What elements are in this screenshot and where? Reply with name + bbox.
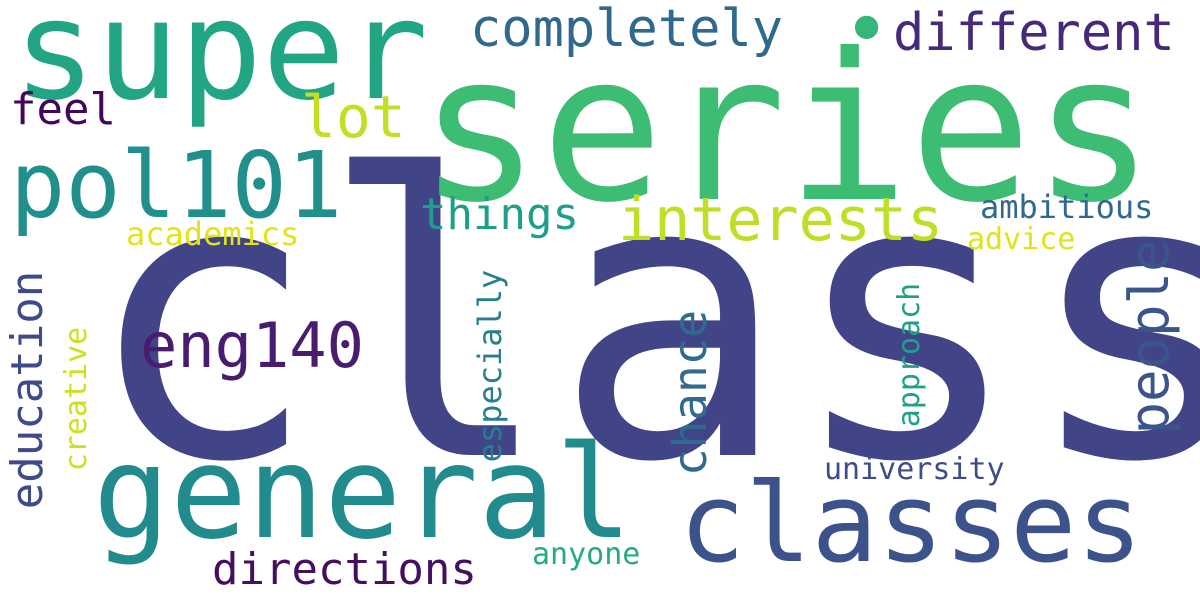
- word-ambitious: ambitious: [980, 188, 1154, 226]
- word-lot: lot: [301, 83, 406, 151]
- word-advice: advice: [967, 222, 1076, 257]
- word-anyone: anyone: [532, 537, 641, 572]
- word-directions: directions: [212, 544, 477, 595]
- word-creative: creative: [59, 326, 94, 472]
- word-eng140: eng140: [140, 309, 364, 382]
- bullet-dot: •: [843, 0, 891, 76]
- word-university: university: [824, 452, 1005, 487]
- word-education: education: [2, 270, 53, 510]
- word-super: super: [13, 0, 429, 131]
- word-classes: classes: [679, 459, 1143, 587]
- word-feel: feel: [10, 84, 116, 135]
- word-series: series: [418, 11, 1155, 248]
- word-class: class: [84, 93, 1200, 547]
- word-academics: academics: [126, 215, 300, 253]
- word-general: general: [93, 419, 633, 568]
- word-interests: interests: [618, 185, 944, 255]
- word-especially: especially: [471, 269, 509, 463]
- word-chance: chance: [663, 309, 717, 477]
- word-completely: completely: [470, 0, 784, 59]
- word-approach: approach: [892, 282, 927, 428]
- word-people: people: [1118, 239, 1181, 435]
- word-things: things: [420, 189, 579, 240]
- word-pol101: pol101: [10, 132, 343, 239]
- word-different: different: [893, 3, 1175, 63]
